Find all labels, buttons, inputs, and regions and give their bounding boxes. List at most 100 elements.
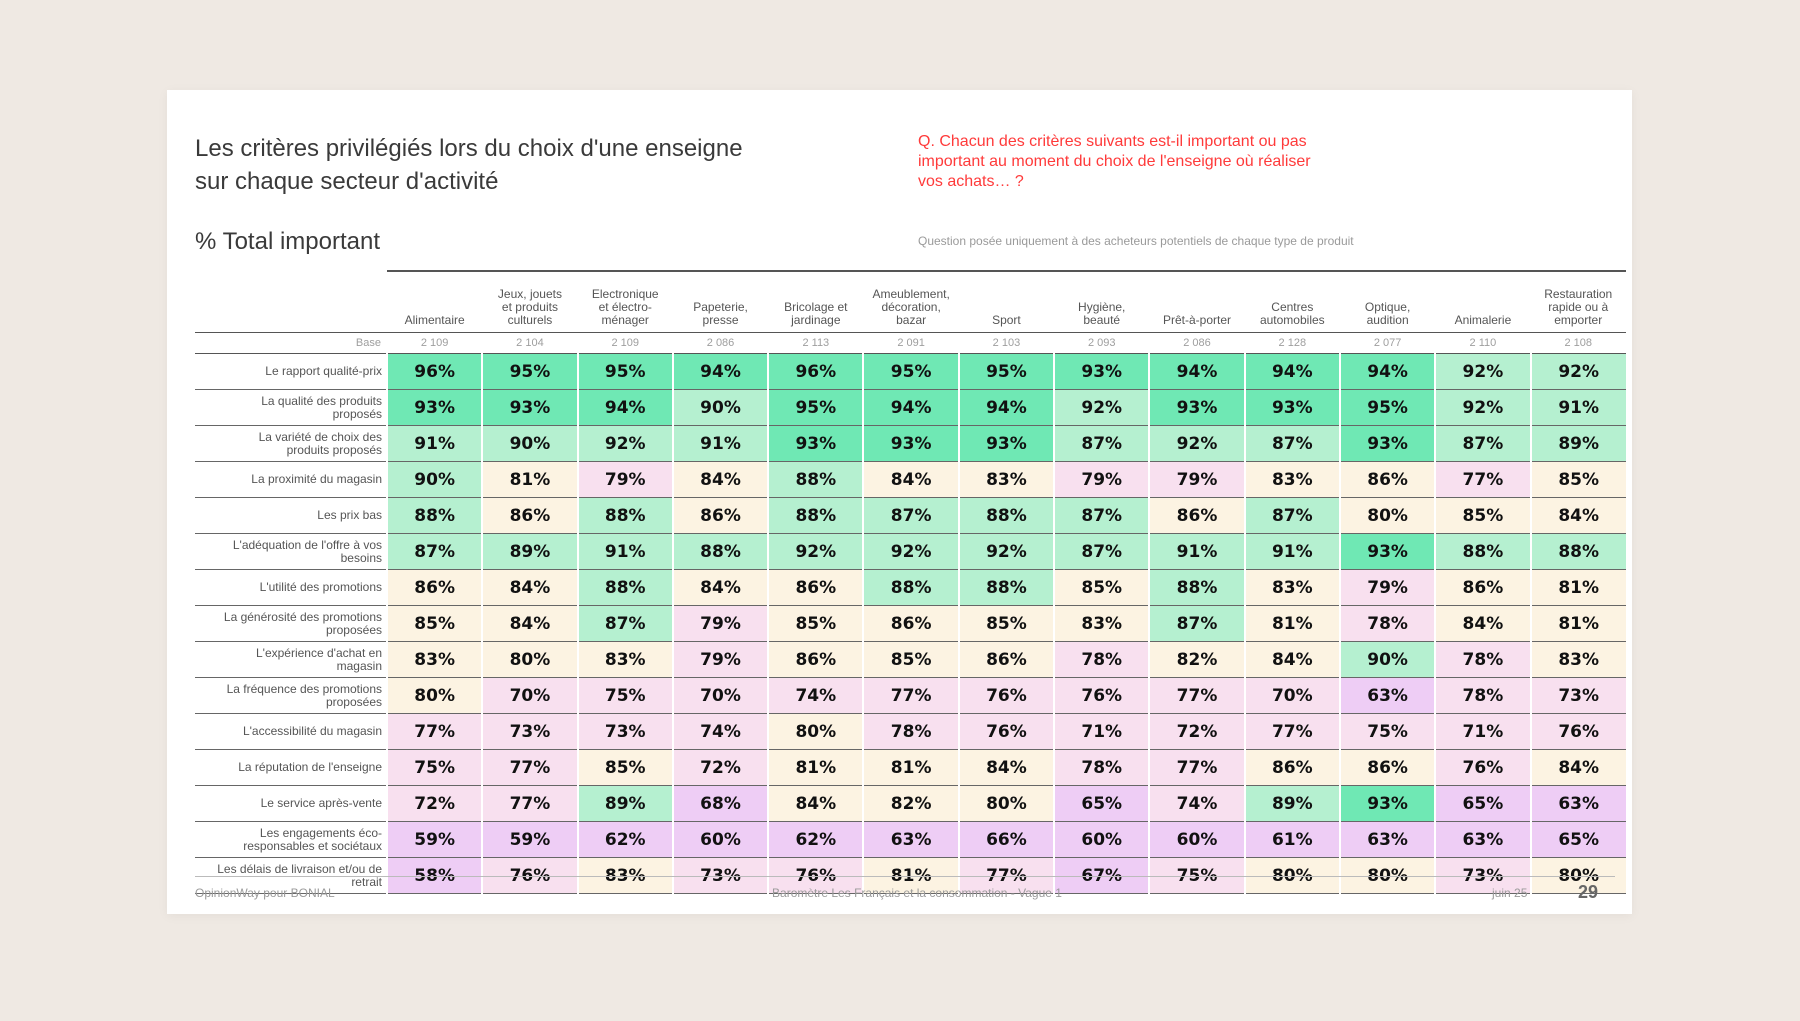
value-cell: 87% (862, 497, 959, 534)
column-header-line: emporter (1554, 313, 1603, 327)
percent-sign: % (914, 433, 932, 454)
percent-sign: % (914, 685, 932, 706)
value-number: 80 (795, 721, 820, 742)
value-number: 86 (795, 577, 820, 598)
percent-sign: % (819, 829, 837, 850)
row-label-line: Les engagements éco- (259, 825, 382, 840)
percent-sign: % (437, 829, 455, 850)
value-number: 75 (1176, 865, 1201, 886)
value-cell: 77% (1434, 461, 1531, 498)
value-number: 59 (414, 829, 438, 850)
value-cell: 77% (1148, 677, 1245, 714)
value-number: 91 (414, 433, 438, 454)
value-number: 70 (1271, 685, 1296, 706)
column-header-line: Sport (992, 313, 1021, 327)
value-number: 88 (1462, 541, 1487, 562)
value-cell: 77% (957, 857, 1055, 894)
value-number: 92 (986, 541, 1010, 562)
percent-sign: % (1105, 361, 1123, 382)
value-number: 87 (1081, 505, 1106, 526)
percent-sign: % (1486, 361, 1504, 382)
percent-sign: % (1486, 505, 1504, 526)
row-label-line: L'adéquation de l'offre à vos (232, 537, 382, 552)
percent-sign: % (1582, 865, 1600, 886)
value-number: 85 (604, 757, 629, 778)
percent-sign: % (1200, 721, 1218, 742)
value-cell: 93% (957, 425, 1055, 462)
value-cell: 92% (957, 533, 1055, 570)
row-label-line: produits proposés (286, 442, 382, 457)
percent-sign: % (819, 649, 837, 670)
value-cell: 80% (1243, 857, 1340, 894)
value-number: 91 (1558, 397, 1583, 418)
table-row: L'accessibilité du magasin 77% 73% 73% 74% 80… (195, 713, 1626, 750)
value-cell: 80% (1529, 857, 1626, 894)
value-cell: 94% (671, 353, 769, 390)
value-number: 95 (795, 397, 820, 418)
percent-sign: % (1390, 469, 1408, 490)
percent-sign: % (1105, 433, 1123, 454)
percent-sign: % (1295, 577, 1313, 598)
value-cell: 63% (1338, 677, 1436, 714)
row-label: Les prix bas (195, 497, 387, 534)
value-cell: 68% (671, 785, 769, 822)
value-number: 77 (414, 721, 438, 742)
value-number: 75 (414, 757, 438, 778)
percent-sign: % (1582, 469, 1600, 490)
percent-sign: % (723, 433, 741, 454)
column-header-line: Animalerie (1454, 313, 1512, 327)
value-cell: 94% (576, 389, 673, 426)
value-cell: 93% (1338, 785, 1436, 822)
header-corner (195, 271, 387, 333)
percent-sign: % (1200, 793, 1218, 814)
percent-sign: % (1009, 397, 1027, 418)
value-number: 88 (414, 505, 438, 526)
percent-sign: % (533, 577, 551, 598)
percent-sign: % (1295, 541, 1313, 562)
value-cell: 91% (1243, 533, 1340, 570)
row-label: La qualité des produits proposés (195, 389, 387, 426)
percent-sign: % (914, 505, 932, 526)
percent-sign: % (628, 721, 646, 742)
percent-sign: % (723, 361, 741, 382)
value-cell: 84% (957, 749, 1055, 786)
column-header-line: rapide ou à (1548, 300, 1609, 314)
percent-sign: % (1009, 433, 1027, 454)
percent-sign: % (533, 757, 551, 778)
value-cell: 86% (1243, 749, 1340, 786)
value-cell: 85% (385, 605, 483, 642)
percent-sign: % (819, 613, 837, 634)
value-cell: 88% (767, 497, 864, 534)
value-number: 91 (1271, 541, 1296, 562)
percent-sign: % (819, 577, 837, 598)
row-label: L'accessibilité du magasin (195, 713, 387, 750)
column-header-line: automobiles (1259, 313, 1325, 327)
percent-sign: % (819, 505, 837, 526)
percent-sign: % (1295, 649, 1313, 670)
value-number: 93 (1367, 793, 1391, 814)
value-cell: 62% (576, 821, 673, 858)
value-number: 81 (1271, 613, 1296, 634)
value-number: 87 (1271, 433, 1296, 454)
value-number: 63 (1558, 793, 1583, 814)
value-number: 88 (604, 577, 629, 598)
percent-sign: % (914, 577, 932, 598)
value-number: 83 (1081, 613, 1106, 634)
percent-sign: % (1105, 469, 1123, 490)
percent-sign: % (533, 829, 551, 850)
percent-sign: % (1200, 685, 1218, 706)
value-cell: 88% (671, 533, 769, 570)
percent-sign: % (819, 685, 837, 706)
value-number: 74 (700, 721, 724, 742)
value-cell: 90% (385, 461, 483, 498)
value-cell: 90% (671, 389, 769, 426)
value-number: 72 (1176, 721, 1201, 742)
percent-sign: % (1105, 649, 1123, 670)
value-number: 66 (986, 829, 1010, 850)
value-cell: 87% (576, 605, 673, 642)
value-cell: 94% (1338, 353, 1436, 390)
value-cell: 87% (1243, 425, 1340, 462)
value-cell: 79% (1338, 569, 1436, 606)
footer-study: Baromètre Les Français et la consommatio… (772, 886, 1062, 900)
value-number: 87 (1271, 505, 1296, 526)
